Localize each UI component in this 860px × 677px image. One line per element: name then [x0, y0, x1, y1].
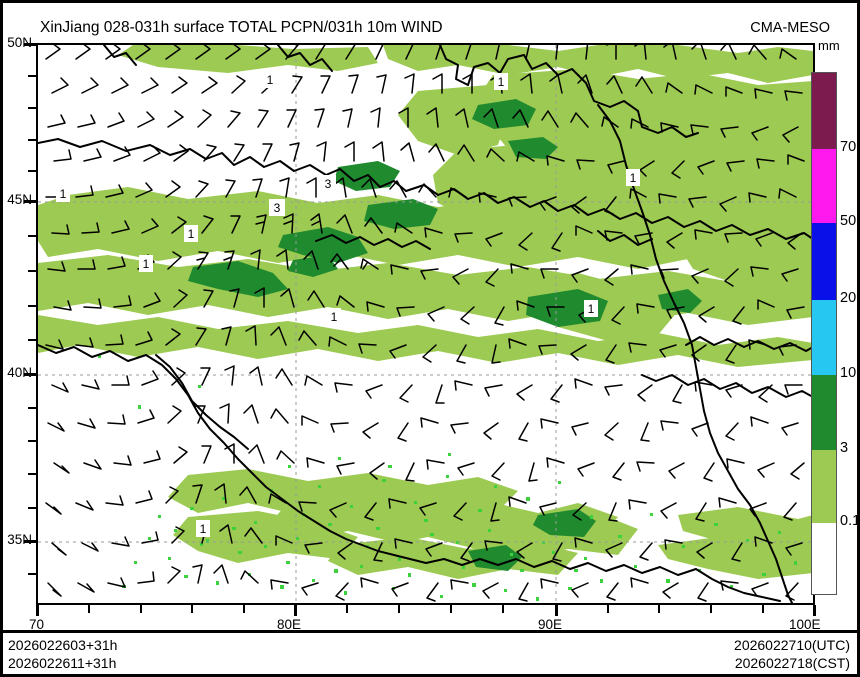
- x-tick-minor: [88, 605, 90, 613]
- colorbar-tick-20: 20: [840, 290, 857, 306]
- y-tick-40n: [24, 373, 36, 376]
- x-tick-minor: [658, 605, 660, 613]
- wind-barbs: [45, 45, 805, 602]
- x-tick-minor: [450, 605, 452, 613]
- y-axis-label-35n: 35N: [7, 532, 32, 547]
- x-axis-label-90e: 90E: [538, 617, 563, 632]
- x-tick-minor: [191, 605, 193, 613]
- x-axis-label-80e: 80E: [277, 617, 302, 632]
- svg-text:1: 1: [498, 75, 505, 89]
- y-tick-minor: [28, 407, 36, 409]
- y-tick-50n: [24, 43, 36, 46]
- colorbar-tick-0.1: 0.1: [840, 513, 860, 529]
- colorbar-segment-cyan: [812, 300, 836, 375]
- svg-text:3: 3: [325, 177, 332, 191]
- y-tick-minor: [28, 473, 36, 475]
- colorbar-segment-white: [812, 523, 836, 594]
- svg-text:1: 1: [630, 171, 637, 185]
- map-canvas: 1 1 1 3 3 1 1 1 1 1 1: [38, 45, 813, 603]
- colorbar-tick-3: 3: [840, 440, 849, 456]
- y-tick-minor: [28, 235, 36, 237]
- colorbar-segment-magenta: [812, 149, 836, 223]
- y-tick-minor: [28, 339, 36, 341]
- colorbar-tick-10: 10: [840, 365, 857, 381]
- y-axis-label-50n: 50N: [7, 35, 32, 50]
- footer-init-time-cst: 2026022611+31h: [8, 655, 117, 671]
- political-boundaries: [38, 45, 813, 603]
- contour-labels: 1 1 1 3 3 1 1 1 1 1 1: [56, 71, 640, 537]
- x-axis-label-70: 70: [29, 617, 45, 632]
- colorbar-segment-blue: [812, 223, 836, 300]
- y-tick-minor: [28, 170, 36, 172]
- y-tick-minor: [28, 305, 36, 307]
- map-plot-area[interactable]: 1 1 1 3 3 1 1 1 1 1 1: [36, 43, 815, 605]
- footer-divider: [3, 630, 857, 633]
- x-tick-90e: [555, 605, 558, 616]
- svg-text:1: 1: [200, 522, 207, 536]
- footer-init-time-utc: 2026022603+31h: [8, 637, 118, 653]
- colorbar-segment-maroon: [812, 73, 836, 149]
- colorbar-tick-50: 50: [840, 213, 857, 229]
- y-tick-minor: [28, 75, 36, 77]
- svg-text:1: 1: [188, 227, 195, 241]
- svg-text:1: 1: [331, 310, 338, 324]
- svg-text:1: 1: [267, 73, 274, 87]
- x-tick-80e: [294, 605, 297, 616]
- y-tick-minor: [28, 507, 36, 509]
- x-tick-minor: [710, 605, 712, 613]
- y-tick-minor: [28, 139, 36, 141]
- x-tick-minor: [607, 605, 609, 613]
- svg-text:3: 3: [274, 201, 281, 215]
- colorbar-segment-dark-green: [812, 375, 836, 450]
- x-tick-minor: [762, 605, 764, 613]
- footer-valid-time-cst: 2026022718(CST): [734, 655, 850, 671]
- y-tick-35n: [24, 540, 36, 543]
- x-tick-100e: [813, 605, 816, 616]
- y-tick-45n: [24, 200, 36, 203]
- footer-valid-time-utc: 2026022710(UTC): [734, 637, 850, 653]
- x-tick-minor: [398, 605, 400, 613]
- x-tick-minor: [243, 605, 245, 613]
- svg-text:1: 1: [60, 187, 67, 201]
- y-tick-minor: [28, 573, 36, 575]
- y-tick-minor: [28, 107, 36, 109]
- precipitation-colorbar[interactable]: [811, 72, 837, 595]
- x-tick-minor: [346, 605, 348, 613]
- x-tick-minor: [140, 605, 142, 613]
- y-axis-label-40n: 40N: [7, 365, 32, 380]
- model-label: CMA-MESO: [750, 20, 830, 36]
- colorbar-tick-70: 70: [840, 139, 857, 155]
- x-tick-minor: [502, 605, 504, 613]
- y-tick-minor: [28, 270, 36, 272]
- svg-text:1: 1: [143, 257, 150, 271]
- y-axis-label-45n: 45N: [7, 192, 32, 207]
- x-tick-70: [36, 605, 39, 616]
- y-tick-minor: [28, 440, 36, 442]
- colorbar-units-label: mm: [818, 38, 840, 53]
- colorbar-segment-light-green: [812, 450, 836, 523]
- page-title: XinJiang 028-031h surface TOTAL PCPN/031…: [40, 19, 443, 36]
- map-gridlines: [38, 45, 813, 603]
- svg-text:1: 1: [588, 302, 595, 316]
- x-axis-label-100e: 100E: [789, 617, 821, 632]
